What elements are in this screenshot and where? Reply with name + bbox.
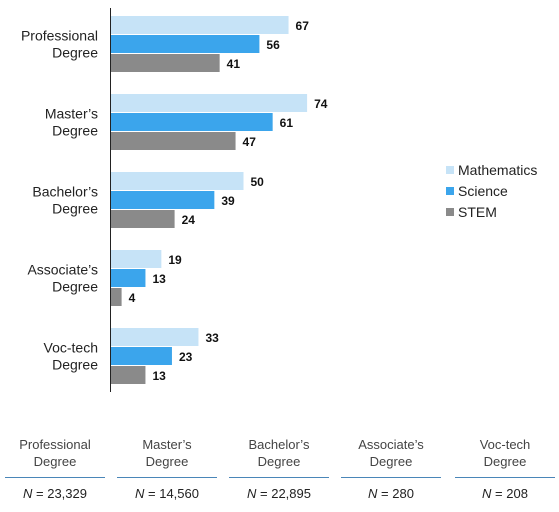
- n-column-associates: Associate’s Degree N = 280: [341, 436, 441, 502]
- bar-mathematics: [111, 94, 308, 112]
- n-column-rule: [5, 477, 105, 478]
- n-count: = 22,895: [260, 486, 311, 501]
- n-header-line1: Associate’s: [358, 437, 424, 452]
- data-label: 24: [182, 213, 196, 227]
- n-count: = 208: [495, 486, 528, 501]
- n-count: = 14,560: [148, 486, 199, 501]
- data-label: 50: [251, 175, 265, 189]
- bar-chart: Professional Degree 67 56 41 Master’s Degree 74…: [21, 8, 537, 392]
- bar-science: [111, 113, 273, 131]
- n-symbol: N: [368, 486, 378, 501]
- data-label: 67: [296, 19, 310, 33]
- n-count: = 23,329: [36, 486, 87, 501]
- data-label: 41: [227, 57, 241, 71]
- n-header-line2: Degree: [257, 454, 301, 469]
- data-label: 61: [280, 116, 294, 130]
- data-label: 13: [152, 272, 166, 286]
- bar-stem: [111, 54, 220, 72]
- n-header-line2: Degree: [145, 454, 189, 469]
- bar-mathematics: [111, 172, 244, 190]
- legend: Mathematics Science STEM: [446, 162, 537, 220]
- bar-stem: [111, 288, 122, 306]
- n-column-masters: Master’s Degree N = 14,560: [117, 436, 217, 502]
- n-column-header: Associate’s Degree: [341, 436, 441, 476]
- legend-label: STEM: [458, 204, 497, 220]
- n-value: N = 280: [341, 485, 441, 502]
- n-symbol: N: [135, 486, 145, 501]
- data-label: 19: [168, 253, 182, 267]
- n-header-line2: Degree: [33, 454, 77, 469]
- category-label: Voc-tech Degree: [44, 340, 99, 373]
- category-label: Professional Degree: [21, 28, 98, 61]
- data-label: 13: [152, 369, 166, 383]
- category-label: Master’s Degree: [45, 106, 98, 139]
- n-header-line1: Voc-tech: [479, 437, 531, 452]
- n-column-header: Bachelor’s Degree: [229, 436, 329, 476]
- legend-label: Science: [458, 183, 508, 199]
- bar-stem: [111, 210, 175, 228]
- bars-group: Professional Degree 67 56 41 Master’s Degree 74…: [21, 16, 328, 384]
- sample-size-table: Professional Degree N = 23,329 Master’s De…: [0, 436, 559, 512]
- n-column-header: Master’s Degree: [117, 436, 217, 476]
- n-value: N = 23,329: [5, 485, 105, 502]
- n-column-rule: [455, 477, 555, 478]
- data-label: 56: [266, 38, 280, 52]
- n-symbol: N: [23, 486, 33, 501]
- data-label: 47: [243, 135, 257, 149]
- bar-science: [111, 35, 260, 53]
- bar-mathematics: [111, 328, 199, 346]
- data-label: 23: [179, 350, 193, 364]
- n-symbol: N: [247, 486, 257, 501]
- n-count: = 280: [381, 486, 414, 501]
- bar-mathematics: [111, 250, 162, 268]
- data-label: 74: [314, 97, 328, 111]
- n-value: N = 208: [455, 485, 555, 502]
- data-label: 4: [129, 291, 136, 305]
- legend-swatch-mathematics: [446, 166, 454, 174]
- n-header-line1: Master’s: [142, 437, 192, 452]
- n-value: N = 14,560: [117, 485, 217, 502]
- bar-science: [111, 347, 172, 365]
- n-column-rule: [117, 477, 217, 478]
- legend-swatch-science: [446, 187, 454, 195]
- bar-science: [111, 269, 146, 287]
- n-column-header: Voc-tech Degree: [455, 436, 555, 476]
- bar-science: [111, 191, 215, 209]
- category-label: Associate’s Degree: [27, 262, 98, 295]
- n-header-line2: Degree: [369, 454, 413, 469]
- category-label: Bachelor’s Degree: [32, 184, 98, 217]
- data-label: 33: [205, 331, 219, 345]
- n-header-line1: Bachelor’s: [248, 437, 310, 452]
- n-header-line2: Degree: [483, 454, 527, 469]
- n-column-bachelors: Bachelor’s Degree N = 22,895: [229, 436, 329, 502]
- n-column-professional: Professional Degree N = 23,329: [5, 436, 105, 502]
- n-column-rule: [229, 477, 329, 478]
- n-column-voctech: Voc-tech Degree N = 208: [455, 436, 555, 502]
- bar-stem: [111, 132, 236, 150]
- bar-mathematics: [111, 16, 289, 34]
- n-symbol: N: [482, 486, 492, 501]
- legend-swatch-stem: [446, 208, 454, 216]
- n-column-rule: [341, 477, 441, 478]
- data-label: 39: [221, 194, 235, 208]
- bar-stem: [111, 366, 146, 384]
- n-header-line1: Professional: [19, 437, 91, 452]
- legend-label: Mathematics: [458, 162, 537, 178]
- n-value: N = 22,895: [229, 485, 329, 502]
- n-column-header: Professional Degree: [5, 436, 105, 476]
